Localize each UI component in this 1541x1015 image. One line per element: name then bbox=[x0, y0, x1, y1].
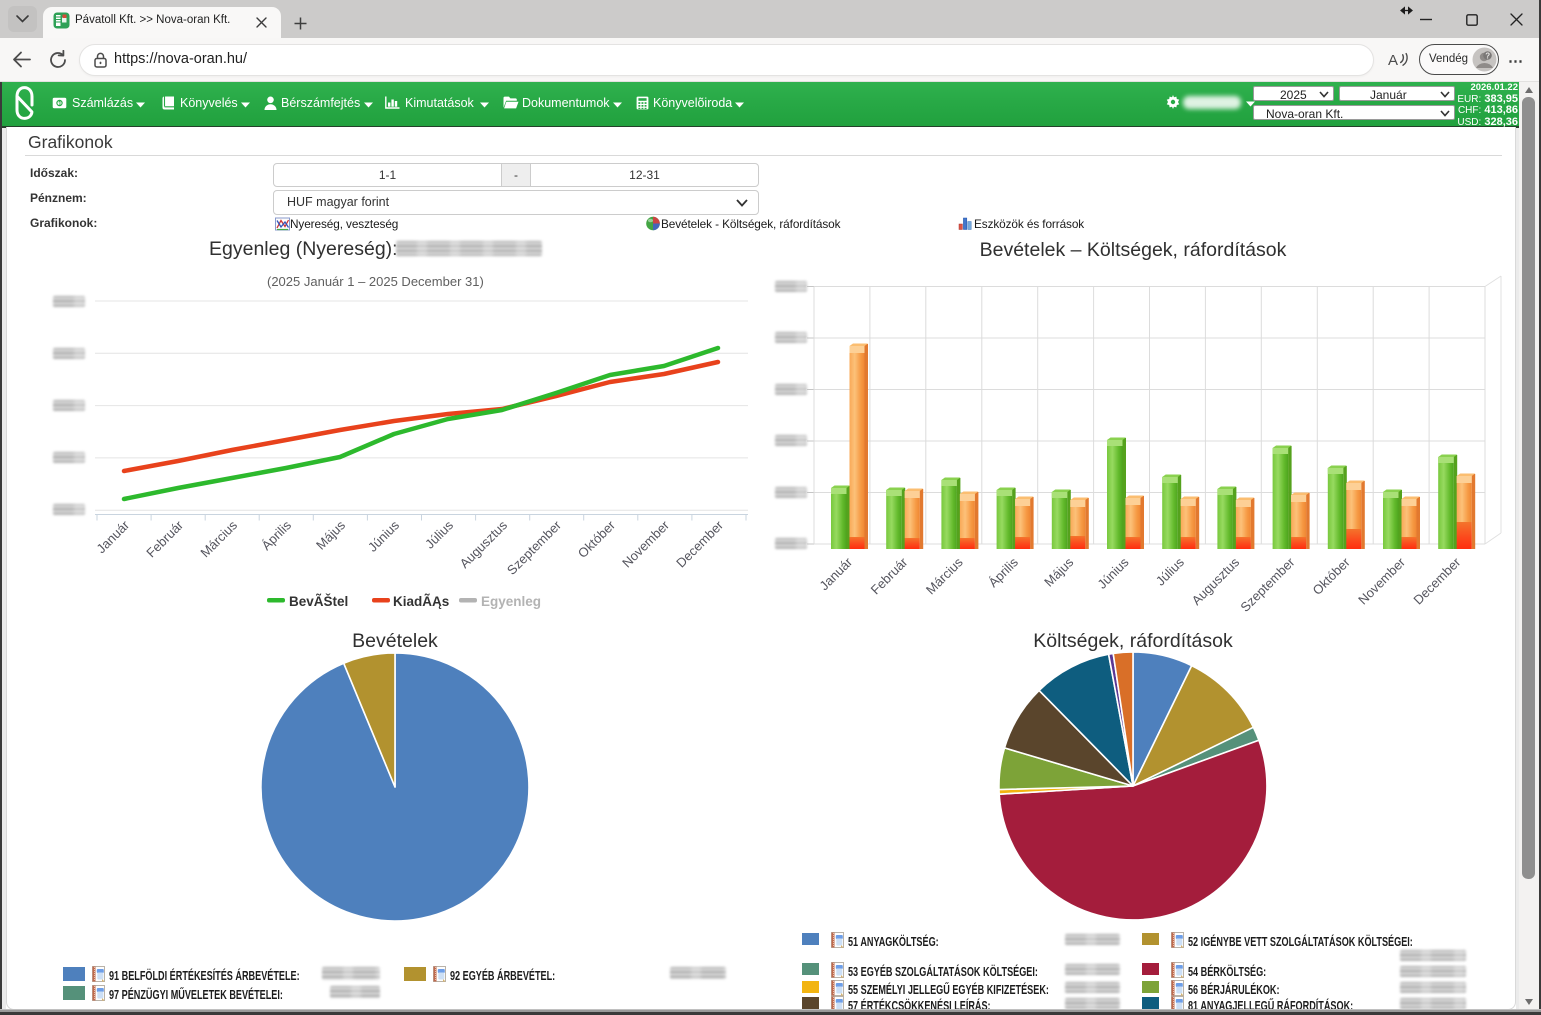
svg-text:Május: Május bbox=[1041, 554, 1076, 589]
svg-text:Március: Március bbox=[923, 554, 966, 597]
svg-text:Július: Július bbox=[422, 517, 456, 551]
svg-text:Költségek, ráfordítások: Költségek, ráfordítások bbox=[1033, 630, 1233, 652]
svg-text:Október: Október bbox=[1310, 554, 1354, 598]
svg-text:Augusztus: Augusztus bbox=[1189, 554, 1243, 608]
svg-text:A: A bbox=[1388, 52, 1398, 69]
svg-text:Egyenleg (Nyereség):: Egyenleg (Nyereség): bbox=[209, 238, 398, 260]
svg-text:Április: Április bbox=[985, 554, 1021, 590]
svg-text:Február: Február bbox=[868, 554, 911, 597]
svg-text:December: December bbox=[673, 517, 726, 570]
svg-text:Egyenleg: Egyenleg bbox=[481, 594, 541, 609]
svg-text:Október: Október bbox=[575, 517, 619, 561]
svg-text:Június: Június bbox=[365, 517, 403, 555]
svg-text:Szeptember: Szeptember bbox=[1237, 554, 1298, 615]
svg-text:Április: Április bbox=[258, 517, 294, 553]
svg-text:Február: Február bbox=[143, 517, 186, 560]
svg-text:Március: Március bbox=[197, 517, 240, 560]
svg-text:Június: Június bbox=[1094, 554, 1132, 592]
svg-text:?: ? bbox=[1485, 52, 1490, 61]
svg-text:Bevételek: Bevételek bbox=[352, 630, 438, 652]
svg-text:December: December bbox=[1410, 554, 1463, 607]
svg-text:November: November bbox=[619, 517, 672, 570]
svg-text:Január: Január bbox=[816, 554, 855, 593]
svg-text:BevÃŠtel: BevÃŠtel bbox=[289, 594, 348, 609]
svg-text:(2025 Január 1 – 2025 December: (2025 Január 1 – 2025 December 31) bbox=[267, 274, 484, 289]
svg-text:Július: Július bbox=[1153, 554, 1187, 588]
svg-text:KiadÃĄs: KiadÃĄs bbox=[393, 594, 449, 609]
svg-text:Bevételek – Költségek, ráfordí: Bevételek – Költségek, ráfordítások bbox=[980, 239, 1287, 261]
svg-text:Szeptember: Szeptember bbox=[504, 517, 565, 578]
svg-text:November: November bbox=[1355, 554, 1408, 607]
svg-text:1: 1 bbox=[58, 100, 62, 107]
svg-text:Augusztus: Augusztus bbox=[457, 517, 511, 571]
svg-text:Május: Május bbox=[313, 517, 348, 552]
svg-text:Január: Január bbox=[93, 517, 132, 556]
